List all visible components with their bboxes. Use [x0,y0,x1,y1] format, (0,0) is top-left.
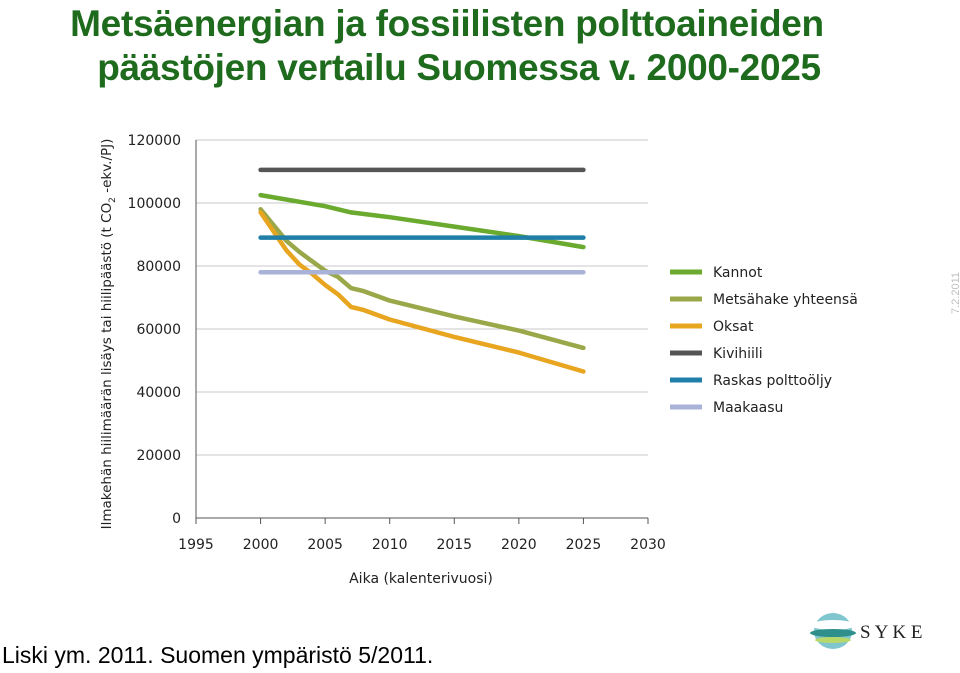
x-tick-label: 1995 [178,537,214,553]
legend-entry-label: Raskas polttoöljy [713,373,832,389]
y-axis-label: Ilmakehän hiilimäärän lisäys tai hiilipä… [99,139,118,530]
legend-entry-label: Oksat [713,319,754,335]
grid-lines [196,139,648,456]
x-tick-label: 2015 [436,537,472,553]
page-title: Metsäenergian ja fossiilisten polttoaine… [0,2,960,90]
emissions-chart: 0 20000 40000 60000 80000 100000 120000 1995 200… [99,133,858,587]
legend-entry-label: Maakaasu [713,400,783,416]
chart-series [258,167,586,374]
x-tick-label: 2000 [243,537,279,553]
syke-logo-text: S Y K E [860,622,922,643]
series-line-3 [258,210,586,374]
syke-logo: S Y K E [810,613,922,649]
x-tick-label: 2030 [630,537,666,553]
y-axis-label-subscript: 2 [108,197,118,203]
x-tick-label: 2025 [566,537,602,553]
y-tick-label: 60000 [136,322,181,338]
x-tick-label: 2005 [307,537,343,553]
y-axis-label-tail: -ekv./PJ) [99,139,115,197]
y-tick-label: 100000 [128,196,181,212]
date-stamp: 7.2.2011 [950,272,960,315]
title-line-2: päästöjen vertailu Suomessa v. 2000-2025 [97,47,821,88]
x-axis-label: Aika (kalenterivuosi) [349,571,493,587]
y-tick-label: 20000 [136,448,181,464]
legend-entry-label: Kivihiili [713,346,763,362]
x-tick-label: 2010 [372,537,408,553]
legend-entry-label: Metsähake yhteensä [713,292,858,308]
y-axis-label-main: Ilmakehän hiilimäärän lisäys tai hiilipä… [99,203,115,530]
y-tick-label: 40000 [136,385,181,401]
title-line-1: Metsäenergian ja fossiilisten polttoaine… [70,3,824,44]
y-tick-label: 80000 [136,259,181,275]
chart-legend: Kannot Metsähake yhteensä Oksat Kivihiili Ra… [670,265,858,416]
y-tick-label: 0 [172,511,181,527]
source-citation: Liski ym. 2011. Suomen ympäristö 5/2011. [2,642,434,668]
x-tick-label: 2020 [501,537,537,553]
syke-logo-mark [810,613,856,649]
y-tick-label: 120000 [128,133,181,149]
legend-entry-label: Kannot [713,265,763,281]
series-line-2 [258,207,586,351]
chart-axes: 0 20000 40000 60000 80000 100000 120000 1995 200… [128,133,666,553]
